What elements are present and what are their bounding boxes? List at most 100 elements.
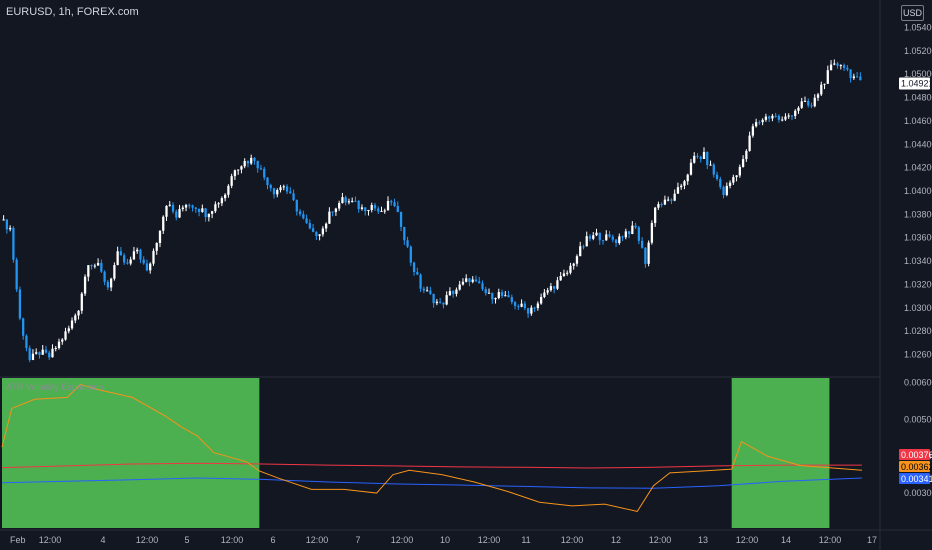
candle-body [562,273,566,277]
candle-body [9,227,12,230]
candle-body [810,105,813,107]
candle-body [820,84,823,95]
highlight-zone [2,378,260,528]
highlight-zone [731,378,830,528]
candle-body [826,70,829,84]
candle-body [334,208,338,212]
candle-body [660,204,663,206]
series-line-orange [1,383,863,513]
time-tick-label: 5 [184,535,189,545]
candle-body [647,242,650,264]
candle-body [28,348,31,360]
candle-body [139,249,142,260]
candle-body [227,185,230,195]
candle-body [618,236,621,244]
candle-body [237,169,240,171]
candle-body [360,207,364,209]
candle-body [461,281,465,285]
candle-body [305,218,308,223]
candle-body [119,251,123,256]
candle-body [735,175,738,178]
candle-body [657,204,660,208]
time-tick-label: 12:00 [221,535,244,545]
candle-body [706,151,709,165]
time-tick-label: 12:00 [39,535,62,545]
price-tick-label: 1.02600 [904,349,932,359]
candle-body [178,208,181,218]
candle-body [445,295,448,305]
candle-body [787,115,790,117]
time-tick-label: 12:00 [736,535,759,545]
time-tick-label: 12:00 [819,535,842,545]
time-tick-label: 7 [355,535,360,545]
price-tick-label: 1.05000 [904,69,932,79]
candle-body [468,278,471,282]
candle-body [194,207,197,209]
candle-body [416,272,419,275]
candle-body [123,255,126,263]
time-tick-label: 13 [698,535,708,545]
indicator-value-label: 0.00362 [901,462,932,472]
price-tick-label: 1.03600 [904,233,932,243]
time-axis[interactable]: Feb 12:00 4 12:00 5 12:00 6 12:00 7 12:00 10 12:00 1… [10,535,877,545]
candle-body [12,227,15,260]
time-tick-label: 6 [270,535,275,545]
candle-body [377,208,380,212]
time-tick-label: 12:00 [136,535,159,545]
candle-body [113,265,116,279]
candle-body [686,174,689,182]
candle-body [67,328,70,332]
atr-lines [1,383,863,513]
candle-body [370,205,373,211]
candle-body [709,164,712,166]
candle-body [637,227,640,241]
candle-body [25,335,28,349]
candle-body [836,63,839,66]
candle-body [357,200,360,209]
indicator-value-badge [899,461,930,472]
candle-body [859,76,862,81]
symbol-title[interactable]: EURUSD, 1h, FOREX.com [6,6,139,18]
candle-body [44,349,48,353]
candle-body [165,205,168,217]
candle-body [748,135,751,151]
candle-body [328,211,331,224]
candle-body [614,239,618,244]
candle-body [598,232,601,241]
candle-body [129,259,132,264]
candle-body [605,234,608,241]
indicator-value-label: 0.00341 [901,474,932,484]
candle-body [230,176,233,186]
candle-body [289,191,292,194]
candle-body [295,200,298,212]
currency-button[interactable]: USD [901,5,924,21]
candle-body [321,228,325,235]
candle-body [673,193,676,201]
candle-body [781,119,784,121]
candle-body [745,150,748,160]
candle-body [5,219,9,230]
candle-body [152,250,155,264]
candle-body [813,97,816,107]
candle-body [432,293,435,304]
candle-body [494,297,497,300]
candle-body [96,262,100,266]
candle-body [689,162,693,175]
candle-body [517,305,520,307]
candle-body [51,348,54,358]
candle-body [761,119,764,123]
indicator-title[interactable]: ATR Volatility Expansion [6,382,104,392]
candle-body [650,223,654,243]
candle-body [572,263,575,266]
candle-body [259,168,263,170]
time-tick-label: 12:00 [649,535,672,545]
candle-body [575,256,579,264]
price-axis[interactable]: 1.05400 1.05200 1.05000 1.04800 1.04600 1.044… [899,23,932,360]
price-tick-label: 1.02800 [904,326,932,336]
candle-body [774,115,777,117]
candle-body [728,182,732,186]
candle-body [559,276,562,281]
time-tick-label: 12:00 [478,535,501,545]
